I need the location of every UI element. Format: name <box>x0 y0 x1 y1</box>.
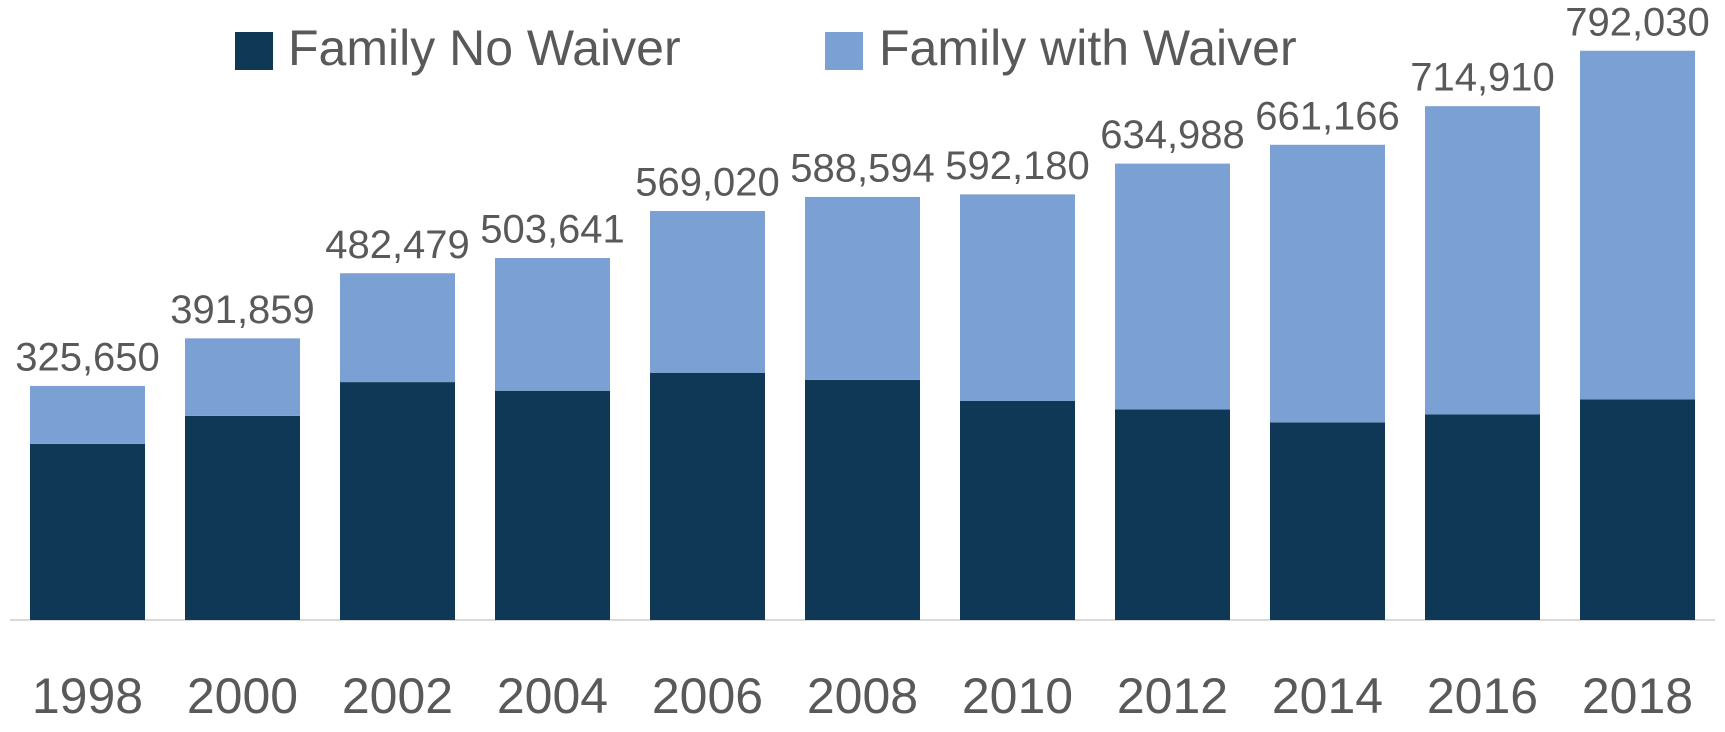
bar-segment <box>650 372 765 620</box>
bar-segment <box>960 400 1075 620</box>
x-tick-label: 2004 <box>497 668 608 724</box>
legend-label: Family No Waiver <box>288 20 681 76</box>
x-tick-label: 2000 <box>187 668 298 724</box>
total-label: 503,641 <box>480 208 625 252</box>
bar-segment <box>185 338 300 416</box>
x-tick-label: 2010 <box>962 668 1073 724</box>
legend-label: Family with Waiver <box>879 20 1297 76</box>
total-label: 325,650 <box>15 336 160 380</box>
total-label: 634,988 <box>1100 113 1245 157</box>
total-label: 661,166 <box>1255 94 1400 138</box>
x-tick-label: 2002 <box>342 668 453 724</box>
bar-segment <box>1425 414 1540 620</box>
bar-segment <box>1580 399 1695 620</box>
legend-swatch <box>235 32 273 70</box>
bar-segment <box>1115 409 1230 620</box>
x-tick-label: 2018 <box>1582 668 1693 724</box>
bar-segment <box>1270 144 1385 423</box>
bar-segment <box>495 258 610 391</box>
x-tick-label: 2016 <box>1427 668 1538 724</box>
x-tick-label: 2008 <box>807 668 918 724</box>
bar-segment <box>340 273 455 383</box>
x-tick-label: 2014 <box>1272 668 1383 724</box>
bar-segment <box>1270 422 1385 620</box>
bar-segment <box>30 443 145 620</box>
total-label: 588,594 <box>790 147 935 191</box>
bar-segment <box>495 390 610 620</box>
total-label: 391,859 <box>170 288 315 332</box>
total-label: 569,020 <box>635 161 780 205</box>
bar-segment <box>1425 106 1540 415</box>
total-label: 792,030 <box>1565 0 1710 44</box>
x-tick-label: 2006 <box>652 668 763 724</box>
bar-segment <box>960 194 1075 401</box>
legend-swatch <box>825 32 863 70</box>
bar-segment <box>185 415 300 620</box>
total-label: 714,910 <box>1410 56 1555 100</box>
bar-segment <box>30 385 145 444</box>
bar-segment <box>650 211 765 373</box>
bar-segment <box>340 382 455 620</box>
bar-segment <box>805 196 920 380</box>
bar-segment <box>1115 163 1230 410</box>
x-tick-label: 2012 <box>1117 668 1228 724</box>
total-label: 482,479 <box>325 223 470 267</box>
bar-segment <box>805 379 920 620</box>
bar-segment <box>1580 50 1695 400</box>
x-tick-label: 1998 <box>32 668 143 724</box>
total-label: 592,180 <box>945 144 1090 188</box>
